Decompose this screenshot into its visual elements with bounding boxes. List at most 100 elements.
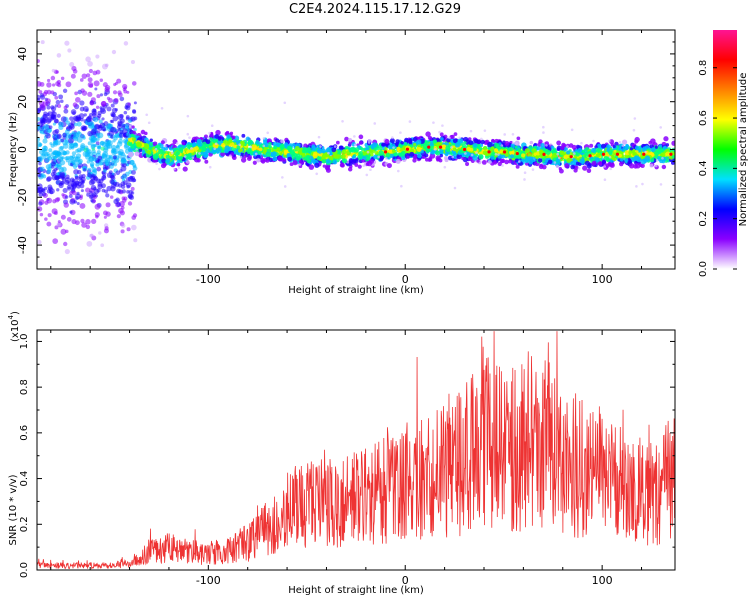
spectral-point	[78, 176, 83, 180]
spectral-point	[385, 157, 388, 160]
spectral-point	[203, 152, 209, 158]
spectral-point	[372, 142, 378, 148]
spectral-point	[220, 143, 226, 148]
spectral-point	[501, 154, 506, 159]
spectral-point	[37, 186, 44, 193]
spectral-point	[89, 83, 94, 88]
spectral-point	[275, 142, 281, 148]
spectral-point	[594, 145, 598, 149]
y-tick-label: 0	[16, 146, 29, 153]
spectral-point	[165, 158, 171, 164]
spectral-point	[42, 174, 47, 179]
spectral-point	[470, 153, 474, 157]
spectral-point	[120, 158, 126, 164]
spectral-point	[158, 148, 164, 155]
spectral-point	[120, 165, 127, 172]
spectral-point	[110, 103, 115, 108]
spectral-point	[94, 123, 100, 130]
spectral-point	[247, 150, 252, 154]
spectral-point	[517, 160, 521, 163]
spectral-point	[331, 147, 337, 153]
spectral-point	[85, 219, 91, 225]
spectral-point	[164, 144, 167, 148]
spectral-point	[213, 147, 216, 151]
spectral-point	[130, 186, 135, 191]
colorbar-tick-label: 0.6	[698, 110, 709, 126]
spectral-point	[126, 227, 131, 232]
spectral-point	[104, 159, 111, 166]
spectral-point	[175, 151, 180, 156]
spectral-point	[564, 163, 570, 169]
spectral-point	[373, 122, 377, 125]
spectral-point	[71, 190, 77, 196]
spectral-point	[321, 158, 327, 164]
spectral-point	[440, 144, 447, 150]
spectral-point	[423, 140, 429, 146]
spectral-point	[198, 152, 201, 155]
spectral-point	[158, 158, 163, 163]
spectral-point	[329, 155, 334, 161]
spectral-point	[121, 174, 127, 180]
x-tick-label: -100	[196, 574, 221, 587]
spectral-point	[629, 163, 635, 169]
spectral-point	[395, 158, 401, 164]
spectral-point	[558, 156, 561, 160]
spectral-point	[140, 129, 146, 135]
spectral-point	[160, 140, 165, 145]
spectral-point	[45, 132, 51, 139]
spectral-point	[50, 152, 55, 157]
spectral-point	[64, 129, 70, 134]
spectral-point	[240, 157, 247, 163]
spectral-point	[633, 117, 637, 120]
spectral-point	[280, 157, 285, 162]
spectral-point	[71, 178, 76, 184]
spectral-point	[226, 134, 231, 139]
spectral-point	[493, 148, 499, 153]
spectral-point	[572, 152, 576, 155]
spectral-point	[85, 108, 89, 112]
spectral-point	[566, 158, 572, 163]
spectral-point	[433, 148, 437, 151]
spectral-point	[228, 139, 233, 144]
spectral-point	[50, 90, 55, 95]
spectral-point	[346, 161, 350, 164]
spectral-point	[92, 116, 99, 123]
spectral-point	[46, 105, 51, 110]
spectral-point	[50, 106, 57, 112]
spectral-point	[635, 185, 638, 188]
spectral-point	[315, 172, 319, 176]
spectral-point	[204, 159, 209, 164]
spectral-point	[545, 149, 551, 155]
spectral-point	[115, 170, 121, 176]
spectral-point	[101, 117, 105, 121]
spectral-point	[127, 102, 131, 106]
spectral-point	[621, 139, 628, 145]
spectral-point	[94, 203, 101, 210]
spectral-point	[231, 135, 236, 140]
spectral-point	[280, 145, 285, 149]
spectral-point	[556, 152, 560, 156]
spectral-point	[70, 185, 75, 190]
spectral-point	[468, 140, 474, 146]
spectral-point	[126, 90, 130, 94]
spectral-point	[441, 124, 444, 127]
spectral-point	[85, 56, 91, 62]
spectral-point	[63, 105, 68, 110]
spectral-point	[37, 239, 42, 245]
y-tick-label: -40	[16, 236, 29, 254]
spectral-point	[126, 189, 130, 194]
spectral-point	[181, 141, 186, 146]
spectral-point	[613, 152, 617, 156]
spectral-point	[395, 139, 400, 144]
spectral-point	[436, 138, 441, 143]
spectral-point	[197, 141, 203, 147]
spectral-point	[88, 68, 93, 74]
spectral-point	[76, 136, 83, 143]
spectral-peak	[601, 152, 606, 156]
spectral-point	[341, 119, 344, 123]
spectral-point	[294, 145, 300, 151]
spectral-point	[64, 249, 70, 255]
spectral-point	[72, 111, 76, 115]
spectral-point	[123, 41, 129, 46]
spectral-point	[217, 136, 222, 141]
